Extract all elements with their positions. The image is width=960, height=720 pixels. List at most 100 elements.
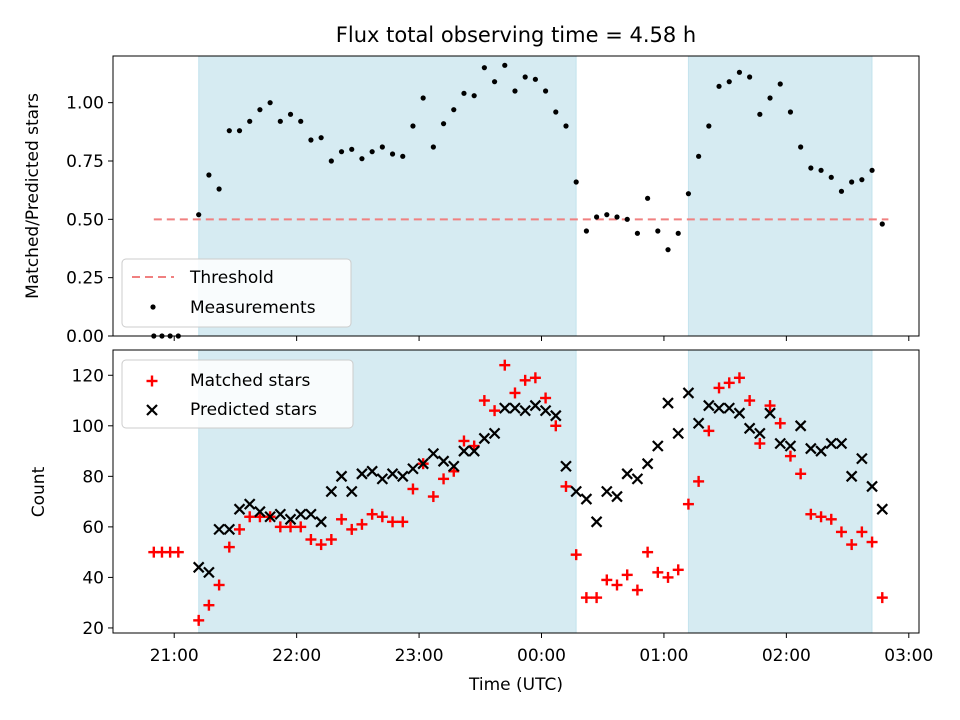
- measurement-point: [328, 158, 334, 164]
- predicted-star-point: [417, 457, 429, 470]
- matched-star-point: [489, 405, 501, 417]
- measurement-point: [583, 228, 589, 234]
- predicted-star-point: [345, 485, 358, 498]
- predicted-star-point: [723, 402, 736, 414]
- matched-star-point: [723, 377, 735, 389]
- measurement-point: [338, 149, 345, 155]
- predicted-star-point: [478, 432, 491, 445]
- predicted-star-point: [305, 508, 317, 521]
- measurement-point: [849, 179, 855, 185]
- x-tick-label: 23:00: [395, 646, 444, 666]
- predicted-star-point: [284, 513, 297, 526]
- x-tick-label: 03:00: [884, 646, 933, 666]
- predicted-star-point: [386, 468, 399, 480]
- matched-star-point: [529, 372, 541, 384]
- predicted-star-point: [519, 404, 531, 417]
- predicted-star-point: [498, 402, 511, 414]
- y-tick-label: 0.00: [66, 327, 104, 347]
- legend-predicted-label: Predicted stars: [190, 400, 317, 420]
- measurement-point: [828, 174, 834, 180]
- predicted-star-point: [876, 503, 889, 515]
- measurement-point: [716, 83, 722, 89]
- matched-star-point: [784, 450, 796, 462]
- matched-star-point: [223, 541, 235, 553]
- measurement-point: [318, 135, 324, 141]
- measurement-point: [277, 118, 283, 124]
- matched-star-point: [570, 549, 582, 561]
- bottom-legend-box: [121, 359, 354, 429]
- measurement-point: [665, 247, 671, 253]
- measurement-point: [624, 216, 630, 222]
- matched-star-point: [458, 435, 470, 447]
- matched-star-point: [693, 475, 705, 487]
- measurement-point: [379, 144, 385, 150]
- matched-star-point: [315, 539, 327, 551]
- matched-star-point: [438, 473, 450, 485]
- matched-star-point: [356, 518, 368, 530]
- measurement-point: [747, 74, 753, 80]
- matched-star-point: [876, 592, 888, 604]
- y-tick-label: 0.75: [66, 152, 104, 172]
- matched-star-point: [203, 599, 215, 611]
- measurement-point: [267, 100, 273, 106]
- bottom-axes-frame: [112, 349, 920, 634]
- x-tick-label: 02:00: [762, 646, 811, 666]
- matched-star-point: [305, 534, 317, 546]
- top-x-ticks: [173, 336, 910, 341]
- matched-star-point: [631, 584, 643, 596]
- predicted-star-point: [856, 452, 868, 465]
- x-tick-label: 22:00: [272, 646, 321, 666]
- predicted-star-point: [866, 480, 878, 493]
- matched-star-point: [682, 498, 694, 510]
- matched-star-point: [856, 526, 868, 538]
- top-panel: 0.00 0.25 0.50 0.75 1.00 Flux total observin…: [23, 23, 920, 347]
- matched-star-point: [540, 392, 552, 404]
- top-axes-frame: [112, 55, 920, 337]
- measurement-point: [461, 90, 467, 96]
- predicted-star-point: [672, 427, 684, 440]
- measurement-point: [369, 149, 375, 155]
- predicted-star-point: [621, 468, 633, 480]
- y-tick-label: 120: [72, 366, 104, 386]
- predicted-star-point: [447, 460, 460, 473]
- predicted-star-point: [468, 445, 480, 457]
- matched-star-point: [325, 534, 337, 546]
- matched-star-point: [611, 579, 623, 591]
- measurement-point: [787, 109, 794, 115]
- predicted-star-point: [488, 427, 501, 440]
- measurement-point: [532, 76, 538, 82]
- predicted-star-point: [774, 437, 787, 450]
- measurement-point: [879, 221, 885, 227]
- predicted-star-point: [570, 485, 582, 498]
- measurement-point: [706, 123, 712, 129]
- measurement-point: [757, 111, 763, 117]
- measurement-point: [206, 172, 212, 178]
- measurement-point: [216, 186, 222, 192]
- matched-star-point: [499, 359, 511, 371]
- predicted-star-point: [805, 442, 817, 455]
- matched-star-point: [835, 526, 847, 538]
- matched-star-point: [621, 569, 633, 581]
- measurement-point: [349, 146, 355, 152]
- predicted-star-point: [315, 516, 327, 528]
- matched-star-point: [591, 592, 603, 604]
- measurement-point: [410, 123, 416, 129]
- predicted-star-point: [815, 445, 827, 457]
- predicted-star-point: [560, 460, 572, 473]
- measurement-point: [675, 230, 681, 236]
- measurement-point: [389, 151, 396, 157]
- predicted-star-point: [509, 402, 521, 414]
- measurement-point: [818, 167, 824, 173]
- measurement-point: [808, 165, 814, 171]
- measurement-point: [491, 79, 498, 85]
- predicted-star-point: [254, 505, 266, 518]
- predicted-star-point: [692, 417, 705, 430]
- matched-star-point: [234, 523, 246, 535]
- predicted-star-point: [294, 508, 307, 521]
- predicted-star-point: [427, 447, 440, 460]
- bottom-panel: 20 40 60 80 100 120 21:00 22:00 23:00 00:00 01:00…: [29, 349, 933, 695]
- matched-star-point: [652, 566, 664, 578]
- predicted-star-point: [203, 566, 215, 579]
- predicted-star-point: [662, 397, 674, 409]
